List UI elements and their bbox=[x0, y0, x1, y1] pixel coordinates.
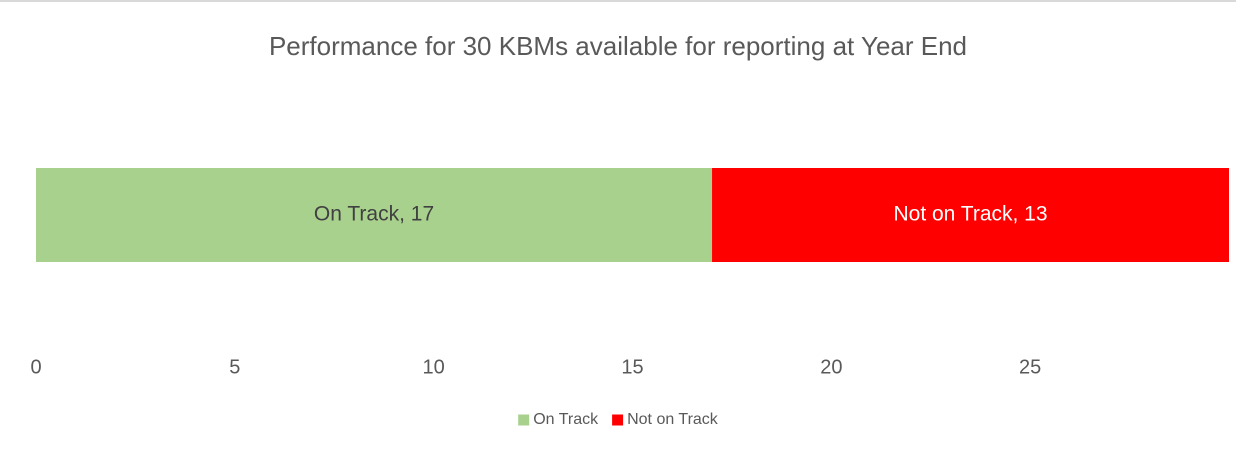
x-tick-label: 5 bbox=[229, 356, 240, 378]
data-label: Not on Track, 13 bbox=[893, 203, 1047, 226]
x-tick-label: 25 bbox=[1019, 356, 1041, 378]
bar-segment bbox=[36, 168, 713, 262]
x-tick-label: 20 bbox=[820, 356, 842, 378]
legend-label: On Track bbox=[533, 411, 599, 428]
chart-title: Performance for 30 KBMs available for re… bbox=[269, 31, 967, 61]
data-label: On Track, 17 bbox=[314, 203, 434, 226]
x-tick-label: 15 bbox=[621, 356, 643, 378]
bar-segment bbox=[712, 168, 1229, 262]
legend-swatch bbox=[518, 414, 530, 426]
legend-swatch bbox=[612, 414, 624, 426]
legend-label: Not on Track bbox=[627, 411, 719, 428]
x-tick-label: 0 bbox=[30, 356, 41, 378]
x-tick-label: 10 bbox=[423, 356, 445, 378]
